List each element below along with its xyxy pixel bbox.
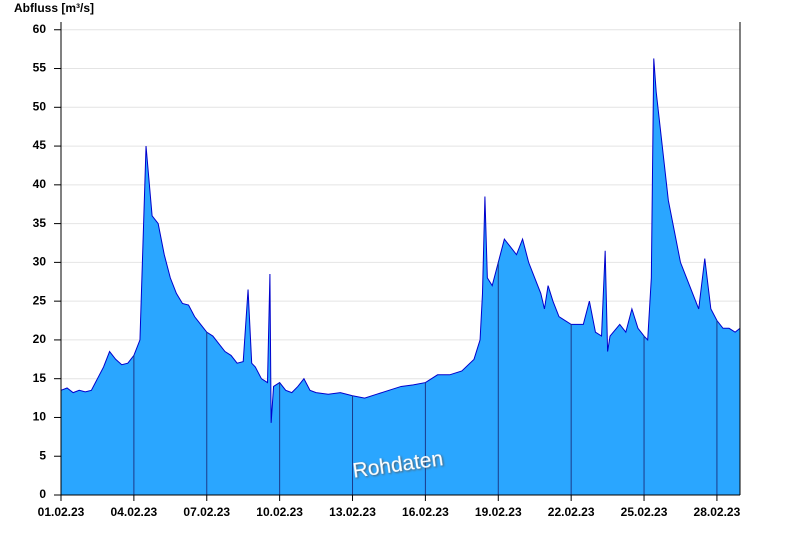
x-tick-label: 19.02.23 xyxy=(475,505,522,519)
y-tick-label: 30 xyxy=(33,255,47,269)
y-tick-label: 55 xyxy=(33,61,47,75)
x-tick-label: 07.02.23 xyxy=(183,505,230,519)
x-tick-label: 10.02.23 xyxy=(256,505,303,519)
y-tick-label: 20 xyxy=(33,332,47,346)
x-tick-label: 28.02.23 xyxy=(694,505,741,519)
x-tick-label: 25.02.23 xyxy=(621,505,668,519)
x-tick-label: 04.02.23 xyxy=(111,505,158,519)
y-tick-label: 15 xyxy=(33,371,47,385)
x-tick-label: 16.02.23 xyxy=(402,505,449,519)
x-tick-label: 22.02.23 xyxy=(548,505,595,519)
y-axis-label: Abfluss [m³/s] xyxy=(14,1,94,15)
y-tick-label: 60 xyxy=(33,22,47,36)
y-tick-label: 45 xyxy=(33,138,47,152)
y-tick-label: 0 xyxy=(39,487,46,501)
y-tick-label: 50 xyxy=(33,99,47,113)
x-tick-label: 13.02.23 xyxy=(329,505,376,519)
y-tick-label: 35 xyxy=(33,216,47,230)
y-tick-label: 5 xyxy=(39,448,46,462)
y-tick-label: 10 xyxy=(33,410,47,424)
y-tick-label: 25 xyxy=(33,293,47,307)
y-tick-label: 40 xyxy=(33,177,47,191)
area xyxy=(61,58,740,495)
x-tick-label: 01.02.23 xyxy=(38,505,85,519)
